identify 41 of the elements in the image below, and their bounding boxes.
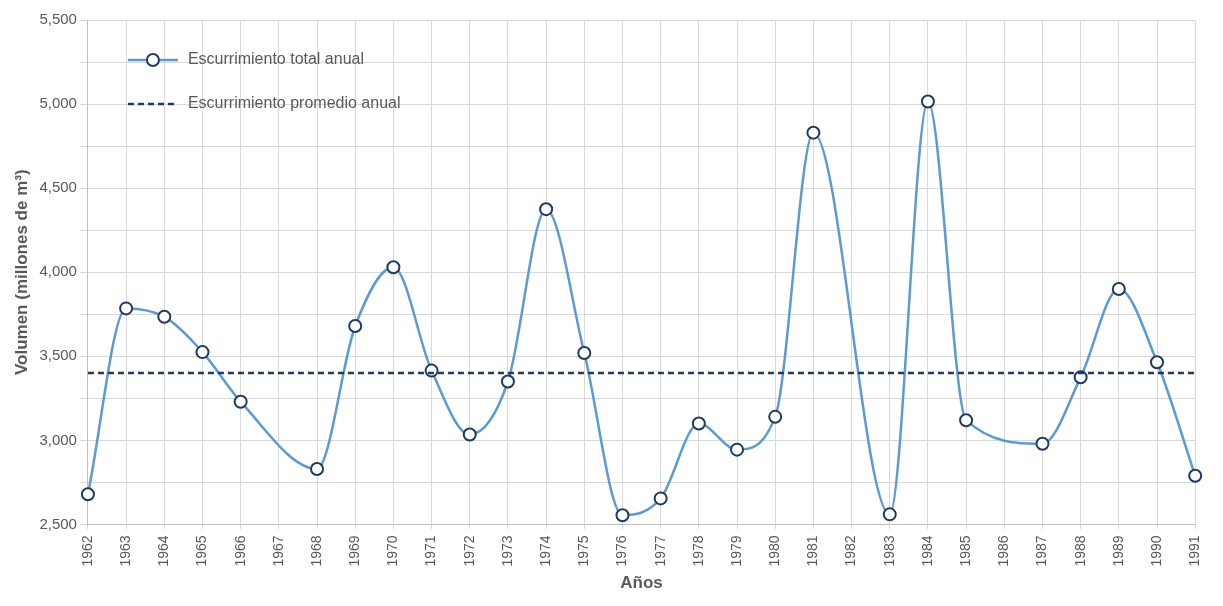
x-tick-label: 1974 bbox=[536, 535, 553, 567]
x-tick-label: 1963 bbox=[116, 535, 133, 567]
x-axis-title: Años bbox=[620, 573, 663, 593]
x-tick-label: 1984 bbox=[918, 535, 935, 567]
x-tick-label: 1980 bbox=[766, 535, 783, 567]
x-tick-label: 1978 bbox=[689, 535, 706, 567]
x-tick-label: 1985 bbox=[956, 535, 973, 567]
y-axis-title: Volumen (millones de m³) bbox=[11, 169, 31, 376]
x-tick-label: 1979 bbox=[727, 535, 744, 567]
x-tick-label: 1973 bbox=[498, 535, 515, 567]
y-tick-label: 5,500 bbox=[39, 10, 77, 28]
y-tick-label: 5,000 bbox=[39, 94, 77, 112]
x-tick-label: 1983 bbox=[880, 535, 897, 567]
x-tick-label: 1990 bbox=[1147, 535, 1164, 567]
x-tick-label: 1970 bbox=[384, 535, 401, 567]
x-tick-label: 1977 bbox=[651, 535, 668, 567]
x-tick-label: 1975 bbox=[575, 535, 592, 567]
y-tick-label: 2,500 bbox=[39, 514, 77, 532]
x-tick-label: 1965 bbox=[193, 535, 210, 567]
x-tick-label: 1989 bbox=[1109, 535, 1126, 567]
x-tick-label: 1987 bbox=[1033, 535, 1050, 567]
x-tick-label: 1986 bbox=[995, 535, 1012, 567]
x-tick-label: 1966 bbox=[231, 535, 248, 567]
x-tick-label: 1964 bbox=[155, 535, 172, 567]
x-tick-label: 1969 bbox=[346, 535, 363, 567]
y-tick-label: 3,500 bbox=[39, 346, 77, 364]
x-tick-label: 1968 bbox=[307, 535, 324, 567]
y-tick-label: 4,500 bbox=[39, 178, 77, 196]
y-tick-label: 3,000 bbox=[39, 430, 77, 448]
x-tick-label: 1991 bbox=[1186, 535, 1203, 567]
x-tick-label: 1972 bbox=[460, 535, 477, 567]
x-tick-label: 1962 bbox=[78, 535, 95, 567]
x-tick-label: 1982 bbox=[842, 535, 859, 567]
x-tick-label: 1967 bbox=[269, 535, 286, 567]
x-tick-label: 1981 bbox=[804, 535, 821, 567]
x-tick-label: 1971 bbox=[422, 535, 439, 567]
legend-label: Escurrimiento total anual bbox=[187, 50, 365, 68]
y-tick-label: 4,000 bbox=[39, 262, 77, 280]
x-tick-label: 1988 bbox=[1071, 535, 1088, 567]
x-tick-label: 1976 bbox=[613, 535, 630, 567]
legend-label: Escurrimiento promedio anual bbox=[187, 94, 401, 112]
